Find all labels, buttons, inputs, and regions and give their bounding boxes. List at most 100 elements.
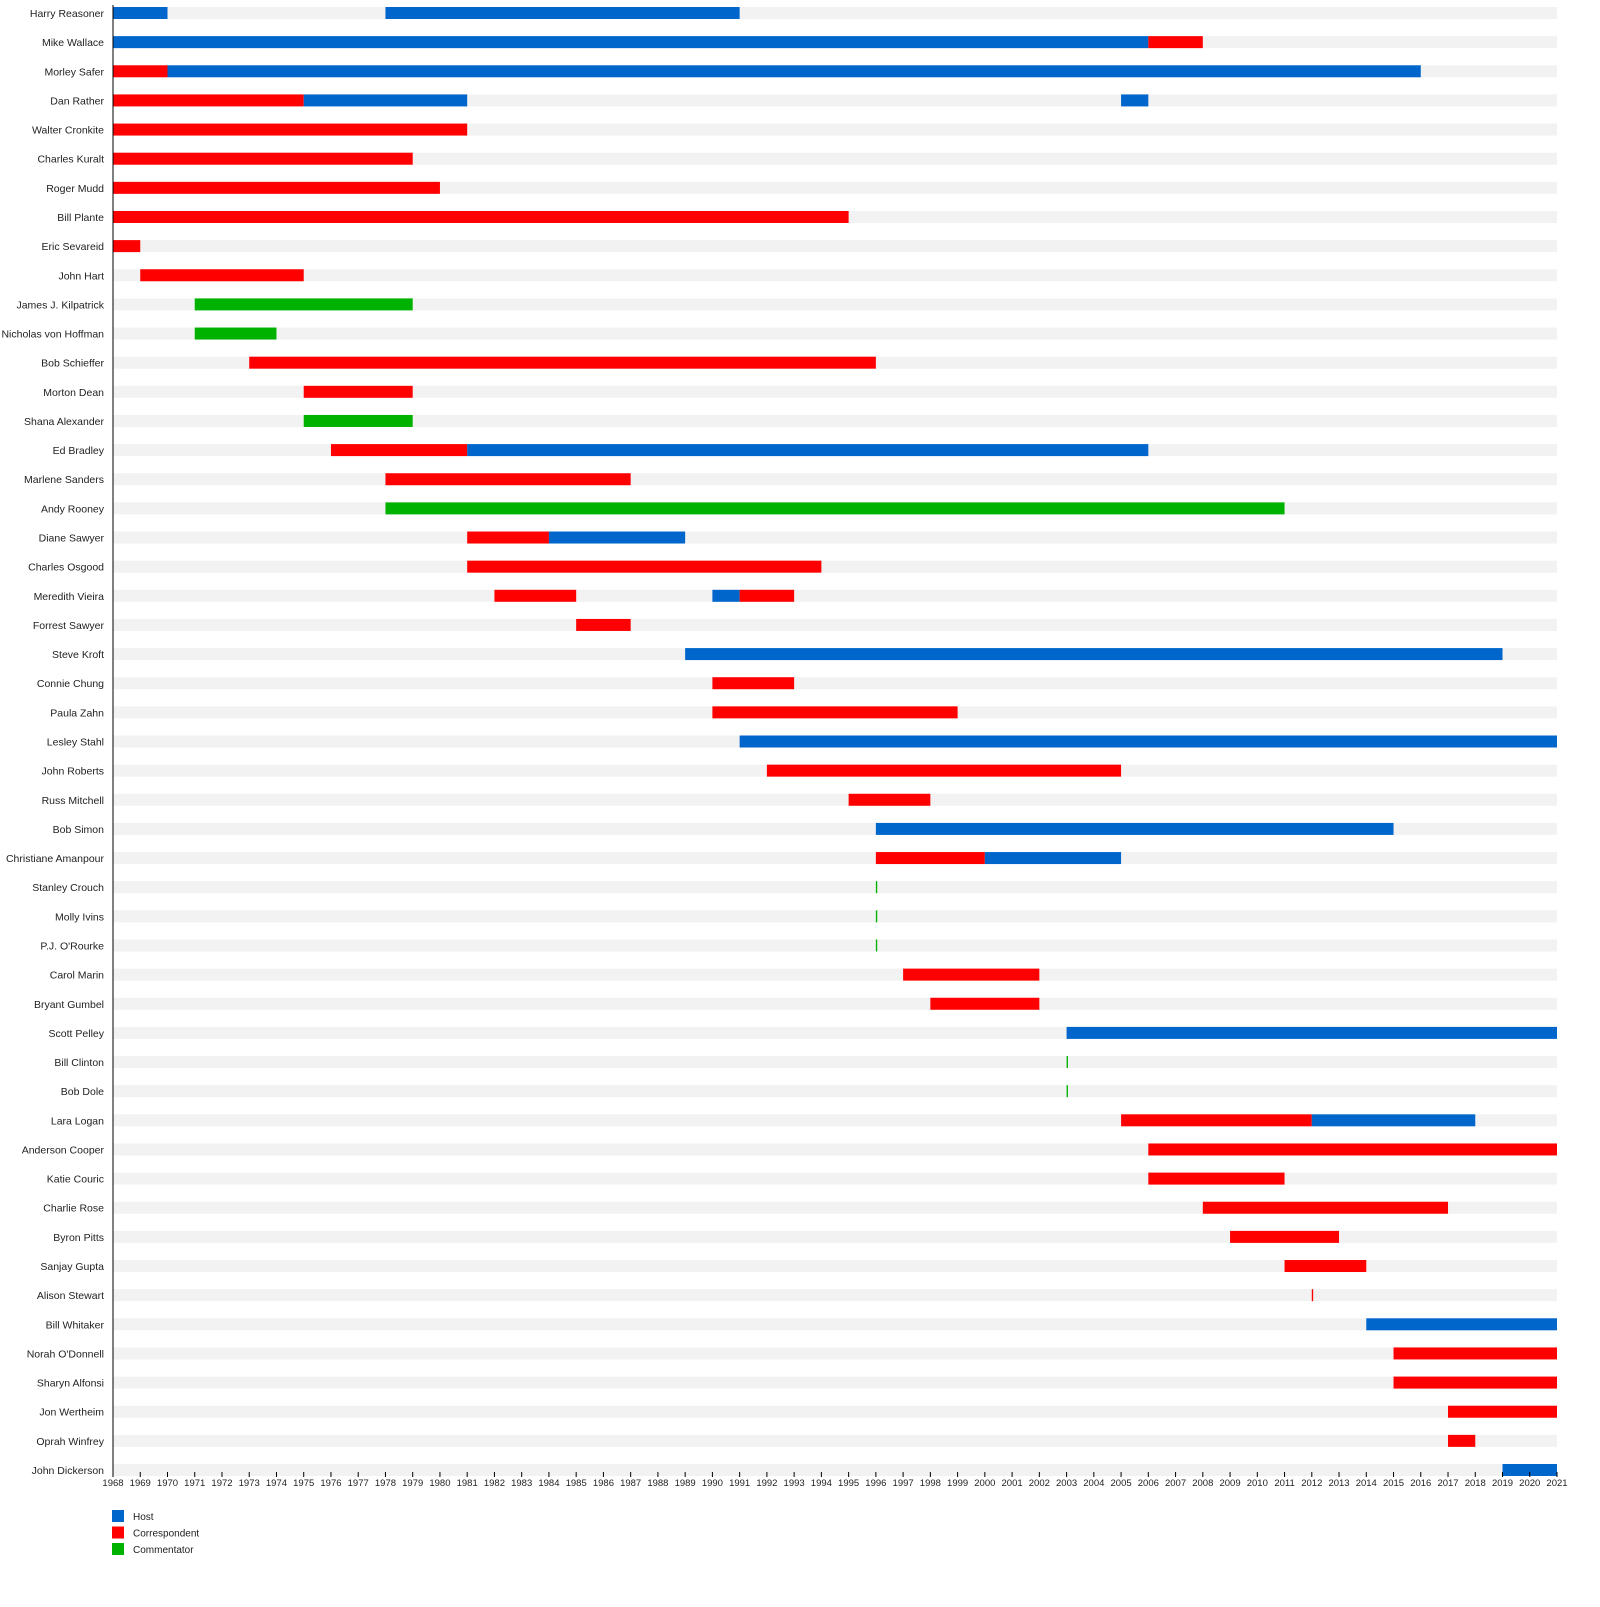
row-background <box>113 793 1557 806</box>
legend-swatch-host <box>112 1510 124 1522</box>
row-label: Harry Reasoner <box>30 8 105 20</box>
bar-commentator <box>1066 1056 1068 1069</box>
x-tick-label: 2002 <box>1029 1478 1050 1489</box>
rows-group: Harry Reasoner Mike Wallace Morley Safer Da… <box>1 7 1557 1477</box>
row-background <box>113 852 1557 865</box>
bar-host <box>685 648 1503 661</box>
timeline-row: Norah O'Donnell <box>27 1347 1557 1360</box>
x-tick-label: 2012 <box>1301 1478 1322 1489</box>
x-axis: 1968 1969 1970 1971 1972 1973 1974 1975 1976 1977… <box>102 5 1568 1489</box>
x-tick-label: 2021 <box>1546 1478 1567 1489</box>
timeline-row: Anderson Cooper <box>22 1143 1557 1156</box>
bar-host <box>875 822 1394 835</box>
row-label: Meredith Vieira <box>34 591 105 603</box>
row-label: Ed Bradley <box>53 445 105 457</box>
bar-host <box>113 7 168 19</box>
bar-host <box>385 7 740 19</box>
row-background <box>113 94 1557 107</box>
row-background <box>113 910 1557 923</box>
row-background <box>113 123 1557 136</box>
timeline-row: Meredith Vieira <box>34 589 1557 603</box>
bar-correspondent <box>712 706 958 719</box>
row-background <box>113 1318 1557 1331</box>
row-background <box>113 414 1557 427</box>
x-tick-label: 1991 <box>729 1478 750 1489</box>
bar-host <box>712 589 740 602</box>
bar-host <box>113 36 1149 49</box>
x-tick-label: 1981 <box>457 1478 478 1489</box>
x-tick-label: 2001 <box>1002 1478 1023 1489</box>
row-background <box>113 968 1557 981</box>
x-tick-label: 1999 <box>947 1478 968 1489</box>
row-background <box>113 1434 1557 1447</box>
bar-host <box>303 94 468 107</box>
timeline-row: Lesley Stahl <box>47 735 1557 749</box>
row-background <box>113 939 1557 952</box>
x-tick-label: 1972 <box>211 1478 232 1489</box>
timeline-row: Molly Ivins <box>55 910 1557 923</box>
bar-host <box>1066 1026 1557 1039</box>
x-tick-label: 1968 <box>102 1478 123 1489</box>
bar-correspondent <box>576 618 631 631</box>
x-tick-label: 2009 <box>1219 1478 1240 1489</box>
bar-correspondent <box>1230 1230 1340 1243</box>
row-background <box>113 1056 1557 1069</box>
bar-correspondent <box>1202 1201 1449 1214</box>
timeline-row: Carol Marin <box>50 968 1557 982</box>
bar-commentator <box>875 939 878 952</box>
bar-correspondent <box>766 764 1122 777</box>
row-background <box>113 240 1557 253</box>
bar-commentator <box>303 414 413 427</box>
timeline-row: Diane Sawyer <box>39 531 1557 545</box>
timeline-row: Harry Reasoner <box>30 7 1557 20</box>
row-label: Andy Rooney <box>41 503 105 515</box>
bar-commentator <box>1066 1085 1068 1098</box>
timeline-row: Byron Pitts <box>53 1230 1557 1244</box>
x-tick-label: 1979 <box>402 1478 423 1489</box>
bar-host <box>1121 94 1149 107</box>
row-background <box>113 473 1557 486</box>
x-tick-label: 1987 <box>620 1478 641 1489</box>
row-background <box>113 677 1557 690</box>
x-tick-label: 1978 <box>375 1478 396 1489</box>
timeline-row: Bill Plante <box>57 210 1557 224</box>
x-tick-label: 1985 <box>566 1478 587 1489</box>
row-label: Anderson Cooper <box>22 1144 105 1156</box>
bar-correspondent <box>385 473 631 486</box>
bar-host <box>548 531 686 544</box>
row-background <box>113 589 1557 602</box>
timeline-row: Forrest Sawyer <box>33 618 1557 632</box>
row-label: Bill Plante <box>57 212 104 224</box>
bar-correspondent <box>303 385 413 398</box>
row-background <box>113 1172 1557 1185</box>
row-label: Norah O'Donnell <box>27 1348 104 1360</box>
timeline-row: Bill Whitaker <box>46 1318 1557 1331</box>
row-label: Bryant Gumbel <box>34 999 104 1011</box>
bar-correspondent <box>1393 1376 1557 1389</box>
x-tick-label: 1980 <box>429 1478 450 1489</box>
x-tick-label: 2008 <box>1192 1478 1213 1489</box>
x-tick-label: 2005 <box>1111 1478 1132 1489</box>
row-label: Carol Marin <box>50 970 104 982</box>
row-label: Bob Simon <box>53 824 105 836</box>
timeline-row: Nicholas von Hoffman <box>1 327 1557 341</box>
bar-correspondent <box>494 589 577 602</box>
bar-host <box>167 65 1421 78</box>
row-background <box>113 1230 1557 1243</box>
timeline-row: Paula Zahn <box>50 706 1557 719</box>
bar-host <box>1311 1114 1476 1127</box>
bar-correspondent <box>1311 1289 1314 1302</box>
timeline-row: Christiane Amanpour <box>6 852 1557 865</box>
row-label: Bob Schieffer <box>41 358 104 370</box>
bar-commentator <box>194 327 277 340</box>
row-background <box>113 881 1557 894</box>
x-tick-label: 2018 <box>1465 1478 1486 1489</box>
row-label: Jon Wertheim <box>39 1407 104 1419</box>
x-tick-label: 1971 <box>184 1478 205 1489</box>
row-label: Eric Sevareid <box>42 241 105 253</box>
bar-commentator <box>385 502 1285 515</box>
timeline-row: Steve Kroft <box>52 648 1557 661</box>
row-label: Lara Logan <box>51 1115 104 1127</box>
x-tick-label: 1982 <box>484 1478 505 1489</box>
